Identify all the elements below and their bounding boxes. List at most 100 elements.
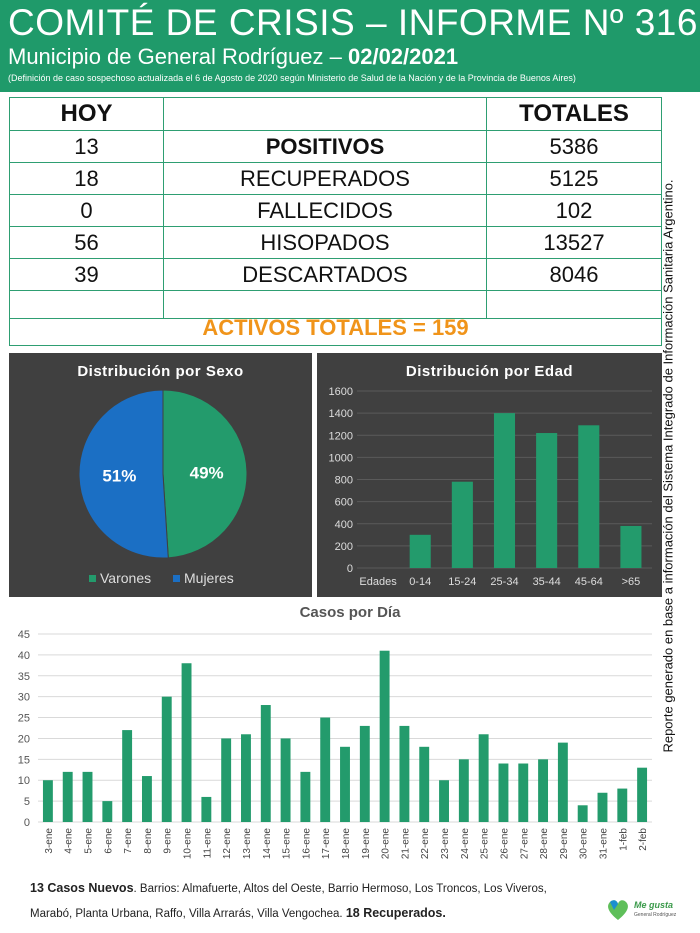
- x-tick-label: 15-ene: [282, 828, 293, 860]
- age-bar: [536, 433, 558, 568]
- y-tick-label: 1000: [329, 452, 353, 464]
- positivos-label: POSITIVOS: [163, 130, 487, 163]
- y-tick-label: 800: [335, 475, 353, 487]
- x-tick-label: 1-feb: [618, 828, 629, 851]
- day-bar: [538, 759, 549, 822]
- table-row: 13 POSITIVOS 5386: [9, 130, 662, 163]
- footer-text: 13 Casos Nuevos. Barrios: Almafuerte, Al…: [30, 876, 590, 926]
- x-tick-label: 4-ene: [64, 828, 75, 854]
- x-tick-label: 35-44: [533, 576, 561, 588]
- header-banner: COMITÉ DE CRISIS – INFORME Nº 316 Munici…: [0, 0, 700, 92]
- y-tick-label: 40: [18, 650, 30, 662]
- x-tick-label: 16-ene: [301, 828, 312, 860]
- x-tick-label: 25-ene: [480, 828, 491, 860]
- sex-pie-chart: 49% 51% Varones Mujeres: [78, 389, 248, 586]
- blank-header: [163, 97, 487, 131]
- logo-text: Me gusta: [634, 900, 673, 910]
- x-tick-label: >65: [622, 576, 641, 588]
- day-bar: [637, 767, 648, 822]
- day-bar: [122, 730, 133, 822]
- y-tick-label: 600: [335, 497, 353, 509]
- positivos-total: 5386: [486, 130, 662, 163]
- municipality-name: Municipio de General Rodríguez –: [8, 44, 342, 69]
- activos-totales: ACTIVOS TOTALES = 159: [9, 310, 662, 346]
- totales-header: TOTALES: [486, 97, 662, 131]
- logo-subtext: General Rodríguez: [634, 912, 677, 918]
- x-tick-label: 22-ene: [420, 828, 431, 860]
- x-tick-label: 21-ene: [400, 828, 411, 860]
- descartados-total: 8046: [486, 258, 662, 291]
- age-bar: [451, 481, 473, 568]
- report-title: COMITÉ DE CRISIS – INFORME Nº 316: [8, 2, 698, 43]
- definition-note: (Definición de caso sospechoso actualiza…: [8, 73, 576, 83]
- cases-per-day-chart: 0 5 10 15 20 25 30 35 40 45 3-ene 4-ene 5-ene 6-ene 7-…: [18, 629, 652, 860]
- day-bar: [141, 776, 152, 822]
- y-tick-label: 10: [18, 775, 30, 787]
- table-header-row: HOY TOTALES: [9, 97, 662, 131]
- report-subtitle: Municipio de General Rodríguez – 02/02/2…: [8, 44, 458, 70]
- new-cases-count: 13 Casos Nuevos: [30, 881, 134, 895]
- x-tick-label: 14-ene: [262, 828, 273, 860]
- side-note-text: Reporte generado en base a información d…: [660, 179, 676, 753]
- pie-label: 49%: [190, 464, 224, 483]
- day-bar: [201, 796, 212, 822]
- legend-swatch: [173, 575, 180, 582]
- barrios-list: . Barrios: Almafuerte, Altos del Oeste, …: [30, 883, 547, 920]
- x-tick-label: 6-ene: [103, 828, 114, 854]
- day-bar: [62, 771, 73, 822]
- recovered-count: 18 Recuperados.: [345, 906, 446, 920]
- age-bar-chart: 0 200 400 600 800 1000 1200 1400 1600 Edades 0-14 1…: [329, 386, 652, 588]
- cases-chart-title: Casos por Día: [299, 604, 401, 621]
- legend-label: Varones: [100, 570, 151, 586]
- fallecidos-total: 102: [486, 194, 662, 227]
- x-tick-label: 2-feb: [638, 828, 649, 851]
- day-bar: [102, 801, 113, 822]
- y-tick-label: 0: [347, 563, 353, 575]
- day-bar: [439, 780, 449, 822]
- x-tick-label: 11-ene: [202, 828, 213, 859]
- legend-label: Mujeres: [184, 570, 234, 586]
- y-tick-label: 400: [335, 519, 353, 531]
- y-tick-label: 200: [335, 541, 353, 553]
- day-bar: [458, 759, 469, 822]
- empty-cell: [163, 290, 487, 319]
- empty-cell: [486, 290, 662, 319]
- x-tick-label: 10-ene: [183, 828, 194, 860]
- x-tick-label: 28-ene: [539, 828, 550, 860]
- y-tick-label: 0: [24, 817, 30, 829]
- y-tick-label: 35: [18, 671, 30, 683]
- x-tick-label: 9-ene: [163, 828, 174, 854]
- day-bar: [359, 725, 370, 822]
- day-bar: [557, 742, 568, 822]
- age-bar: [578, 425, 600, 568]
- day-bar: [379, 650, 390, 822]
- x-tick-label: 19-ene: [361, 828, 372, 860]
- hisopados-hoy: 56: [9, 226, 164, 259]
- table-row: 39 DESCARTADOS 8046: [9, 258, 662, 291]
- stats-table: HOY TOTALES 13 POSITIVOS 5386 18 RECUPER…: [9, 97, 662, 319]
- day-bar: [82, 771, 93, 822]
- table-row: 56 HISOPADOS 13527: [9, 226, 662, 259]
- fallecidos-hoy: 0: [9, 194, 164, 227]
- x-tick-label: 7-ene: [123, 828, 134, 854]
- x-tick-label: 17-ene: [321, 828, 332, 860]
- day-bar: [241, 734, 251, 822]
- x-tick-label: 45-64: [575, 576, 603, 588]
- x-tick-label: 20-ene: [381, 828, 392, 860]
- x-tick-label: 24-ene: [460, 828, 471, 860]
- day-bar: [577, 805, 588, 822]
- empty-row: [9, 290, 662, 319]
- day-bar: [617, 788, 628, 822]
- y-tick-label: 1400: [329, 408, 353, 420]
- report-date: 02/02/2021: [347, 44, 459, 69]
- day-bar: [300, 771, 311, 822]
- age-bar: [409, 534, 431, 568]
- x-tick-label: 25-34: [490, 576, 518, 588]
- day-bar: [221, 738, 232, 822]
- hisopados-total: 13527: [486, 226, 662, 259]
- pie-slice-mujeres: [78, 389, 169, 559]
- day-bar: [320, 717, 331, 822]
- positivos-hoy: 13: [9, 130, 164, 163]
- day-bar: [280, 738, 291, 822]
- me-gusta-logo: Me gusta General Rodríguez: [608, 900, 677, 920]
